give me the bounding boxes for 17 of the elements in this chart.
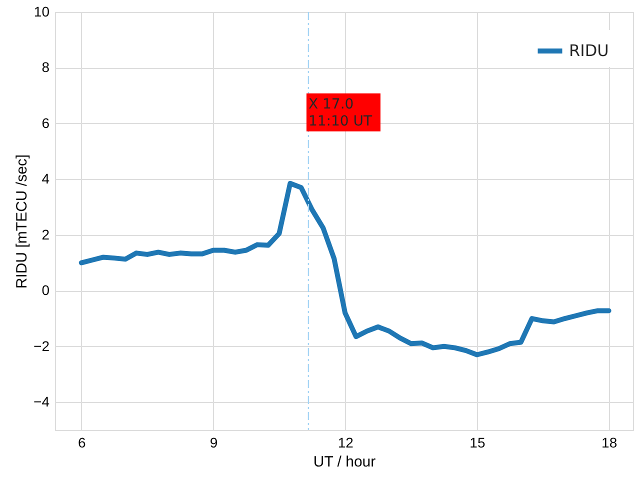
x-tick-label: 9 <box>210 434 218 450</box>
y-tick-label: 4 <box>42 170 50 187</box>
y-tick-label: 2 <box>42 226 50 242</box>
y-tick-label: −4 <box>34 394 50 410</box>
x-tick-label: 12 <box>338 434 354 450</box>
y-tick-label: 8 <box>42 59 50 76</box>
x-axis-title: UT / hour <box>313 454 376 470</box>
y-tick-label: 0 <box>42 282 50 298</box>
annotation: X 17.0 11:10 UT <box>308 96 373 130</box>
legend-label: RIDU <box>569 41 609 60</box>
x-tick-label: 18 <box>602 434 618 450</box>
y-tick-label: −2 <box>34 338 50 354</box>
x-tick-label: 6 <box>78 434 86 450</box>
y-axis-title: RIDU [mTECU /sec] <box>14 154 31 289</box>
x-tick-label: 15 <box>470 434 486 450</box>
y-tick-label: 10 <box>34 4 50 20</box>
y-tick-label: 6 <box>42 114 50 131</box>
